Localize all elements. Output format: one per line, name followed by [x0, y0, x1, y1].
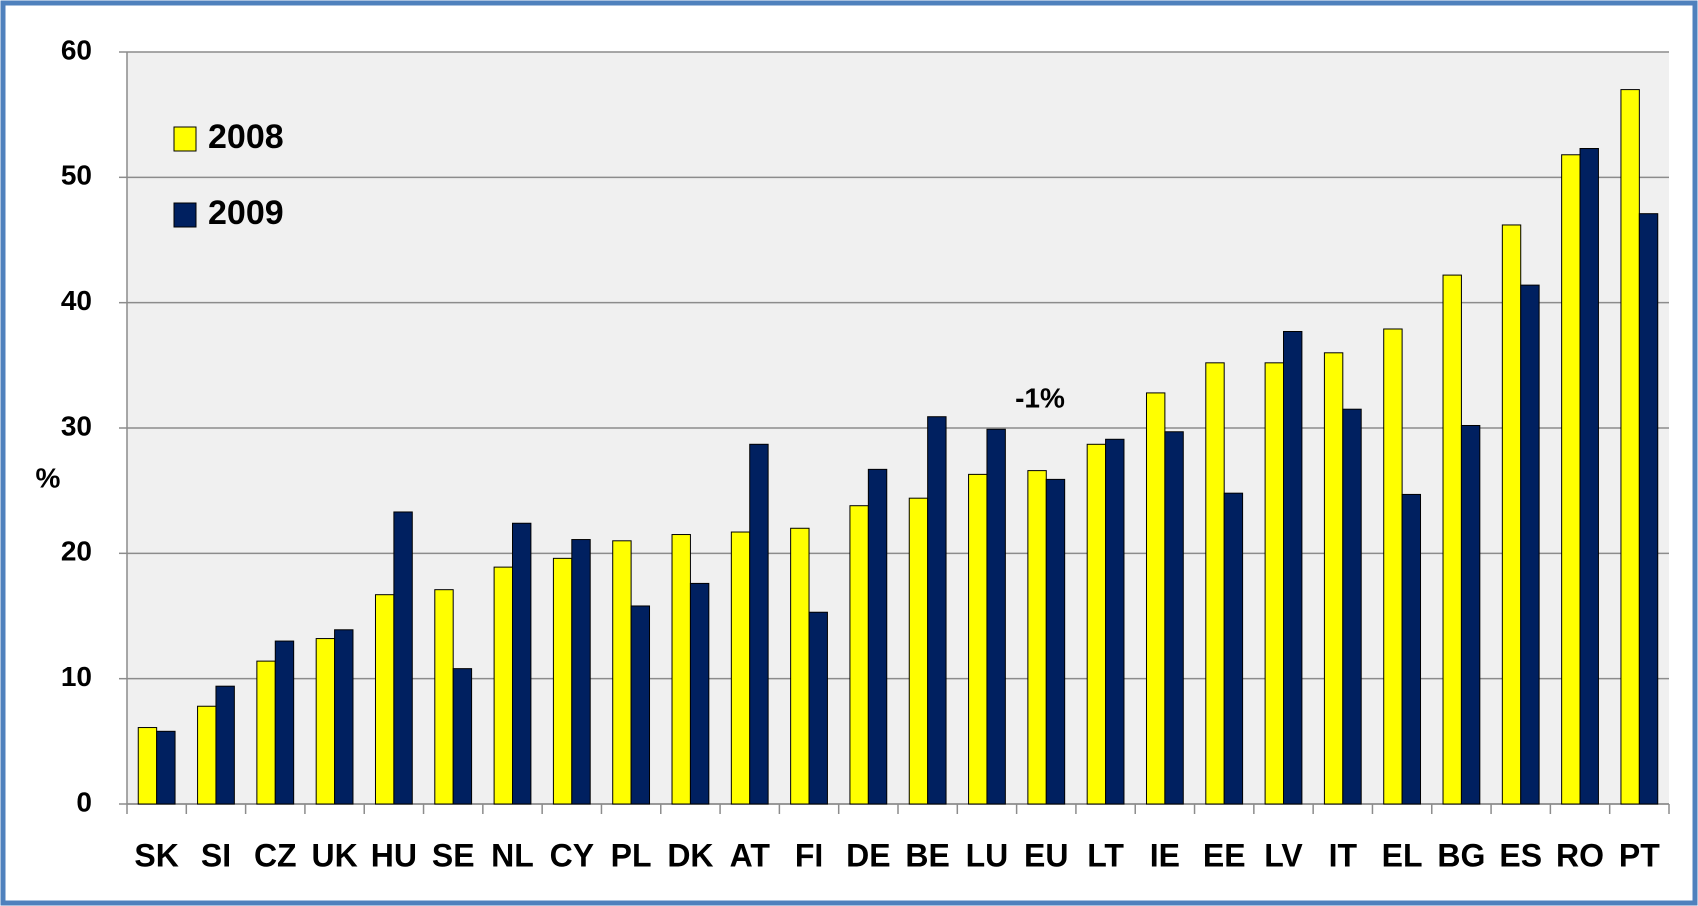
bar: [1342, 408, 1362, 805]
legend-label: 2008: [208, 118, 284, 156]
x-tick-label: ES: [1499, 837, 1542, 873]
bar: [1638, 213, 1659, 805]
y-tick-label: 20: [61, 536, 92, 567]
x-tick-label: LU: [966, 837, 1009, 873]
legend-swatch: [173, 126, 197, 152]
x-tick-label: PL: [611, 837, 652, 873]
bar: [156, 730, 176, 805]
bar: [374, 594, 395, 805]
x-tick-label: DE: [846, 837, 890, 873]
bar: [1520, 284, 1540, 805]
x-tick-label: NL: [491, 837, 534, 873]
x-tick-label: FI: [795, 837, 823, 873]
bar: [552, 557, 573, 805]
y-tick-label: 60: [61, 34, 92, 65]
x-tick-label: AT: [730, 837, 771, 873]
bar: [1045, 478, 1066, 805]
bar: [434, 589, 454, 805]
x-tick-label: LT: [1087, 837, 1124, 873]
bar: [1383, 328, 1403, 805]
bar: [968, 473, 988, 805]
x-tick-label: RO: [1556, 837, 1604, 873]
x-tick-label: EU: [1024, 837, 1068, 873]
bar: [749, 443, 769, 805]
bar: [730, 531, 751, 805]
bar: [1264, 362, 1284, 805]
bar: [849, 505, 869, 805]
bar: [1401, 493, 1422, 805]
bar: [986, 428, 1006, 805]
x-tick-label: EE: [1203, 837, 1246, 873]
bar: [612, 540, 632, 805]
x-tick-label: DK: [667, 837, 713, 873]
bar: [1442, 274, 1462, 805]
bar: [1561, 154, 1581, 805]
bar: [512, 522, 532, 805]
x-tick-label: SI: [201, 837, 231, 873]
x-tick-label: SK: [134, 837, 178, 873]
bar: [452, 668, 473, 805]
x-tick-label: IT: [1329, 837, 1358, 873]
annotation: -1%: [1015, 382, 1065, 413]
y-tick-label: 10: [61, 661, 92, 692]
x-tick-label: CY: [550, 837, 594, 873]
x-tick-label: EL: [1382, 837, 1423, 873]
x-tick-label: BE: [905, 837, 949, 873]
bar: [867, 468, 888, 805]
bar: [630, 605, 651, 805]
bar: [1027, 470, 1047, 805]
bar: [334, 629, 354, 805]
bar: [1105, 438, 1125, 805]
bar: [1164, 431, 1184, 805]
bar: [808, 611, 828, 805]
bar: [689, 582, 710, 805]
bar: [493, 566, 514, 805]
bar: [1283, 330, 1303, 805]
bar: [571, 539, 591, 805]
y-axis-label: %: [36, 462, 61, 493]
bar: [1579, 148, 1599, 805]
legend-swatch: [173, 202, 197, 228]
bar: [1223, 492, 1244, 805]
bar: [1501, 224, 1522, 805]
bar: [274, 640, 295, 805]
bar: [790, 527, 810, 805]
x-tick-label: BG: [1437, 837, 1485, 873]
bar: [256, 660, 276, 805]
bar: [393, 511, 413, 805]
x-tick-label: SE: [432, 837, 475, 873]
y-tick-label: 0: [76, 786, 92, 817]
legend-label: 2009: [208, 194, 284, 232]
bar: [1620, 89, 1640, 805]
x-tick-label: LV: [1264, 837, 1303, 873]
bar: [215, 685, 235, 805]
bar: [908, 497, 929, 805]
bar: [1460, 424, 1481, 805]
bar: [927, 416, 947, 805]
y-tick-label: 50: [61, 160, 92, 191]
bar: [671, 534, 691, 805]
x-tick-label: HU: [371, 837, 417, 873]
bar: [197, 705, 217, 805]
y-tick-label: 30: [61, 410, 92, 441]
y-tick-label: 40: [61, 285, 92, 316]
bar: [1145, 392, 1166, 805]
bar: [315, 638, 336, 805]
x-tick-label: PT: [1619, 837, 1660, 873]
x-tick-label: IE: [1150, 837, 1180, 873]
bar: [137, 727, 158, 805]
x-tick-label: CZ: [254, 837, 297, 873]
bar: [1086, 443, 1107, 805]
x-tick-label: UK: [311, 837, 357, 873]
bar: [1205, 362, 1225, 805]
bar: [1323, 352, 1344, 805]
